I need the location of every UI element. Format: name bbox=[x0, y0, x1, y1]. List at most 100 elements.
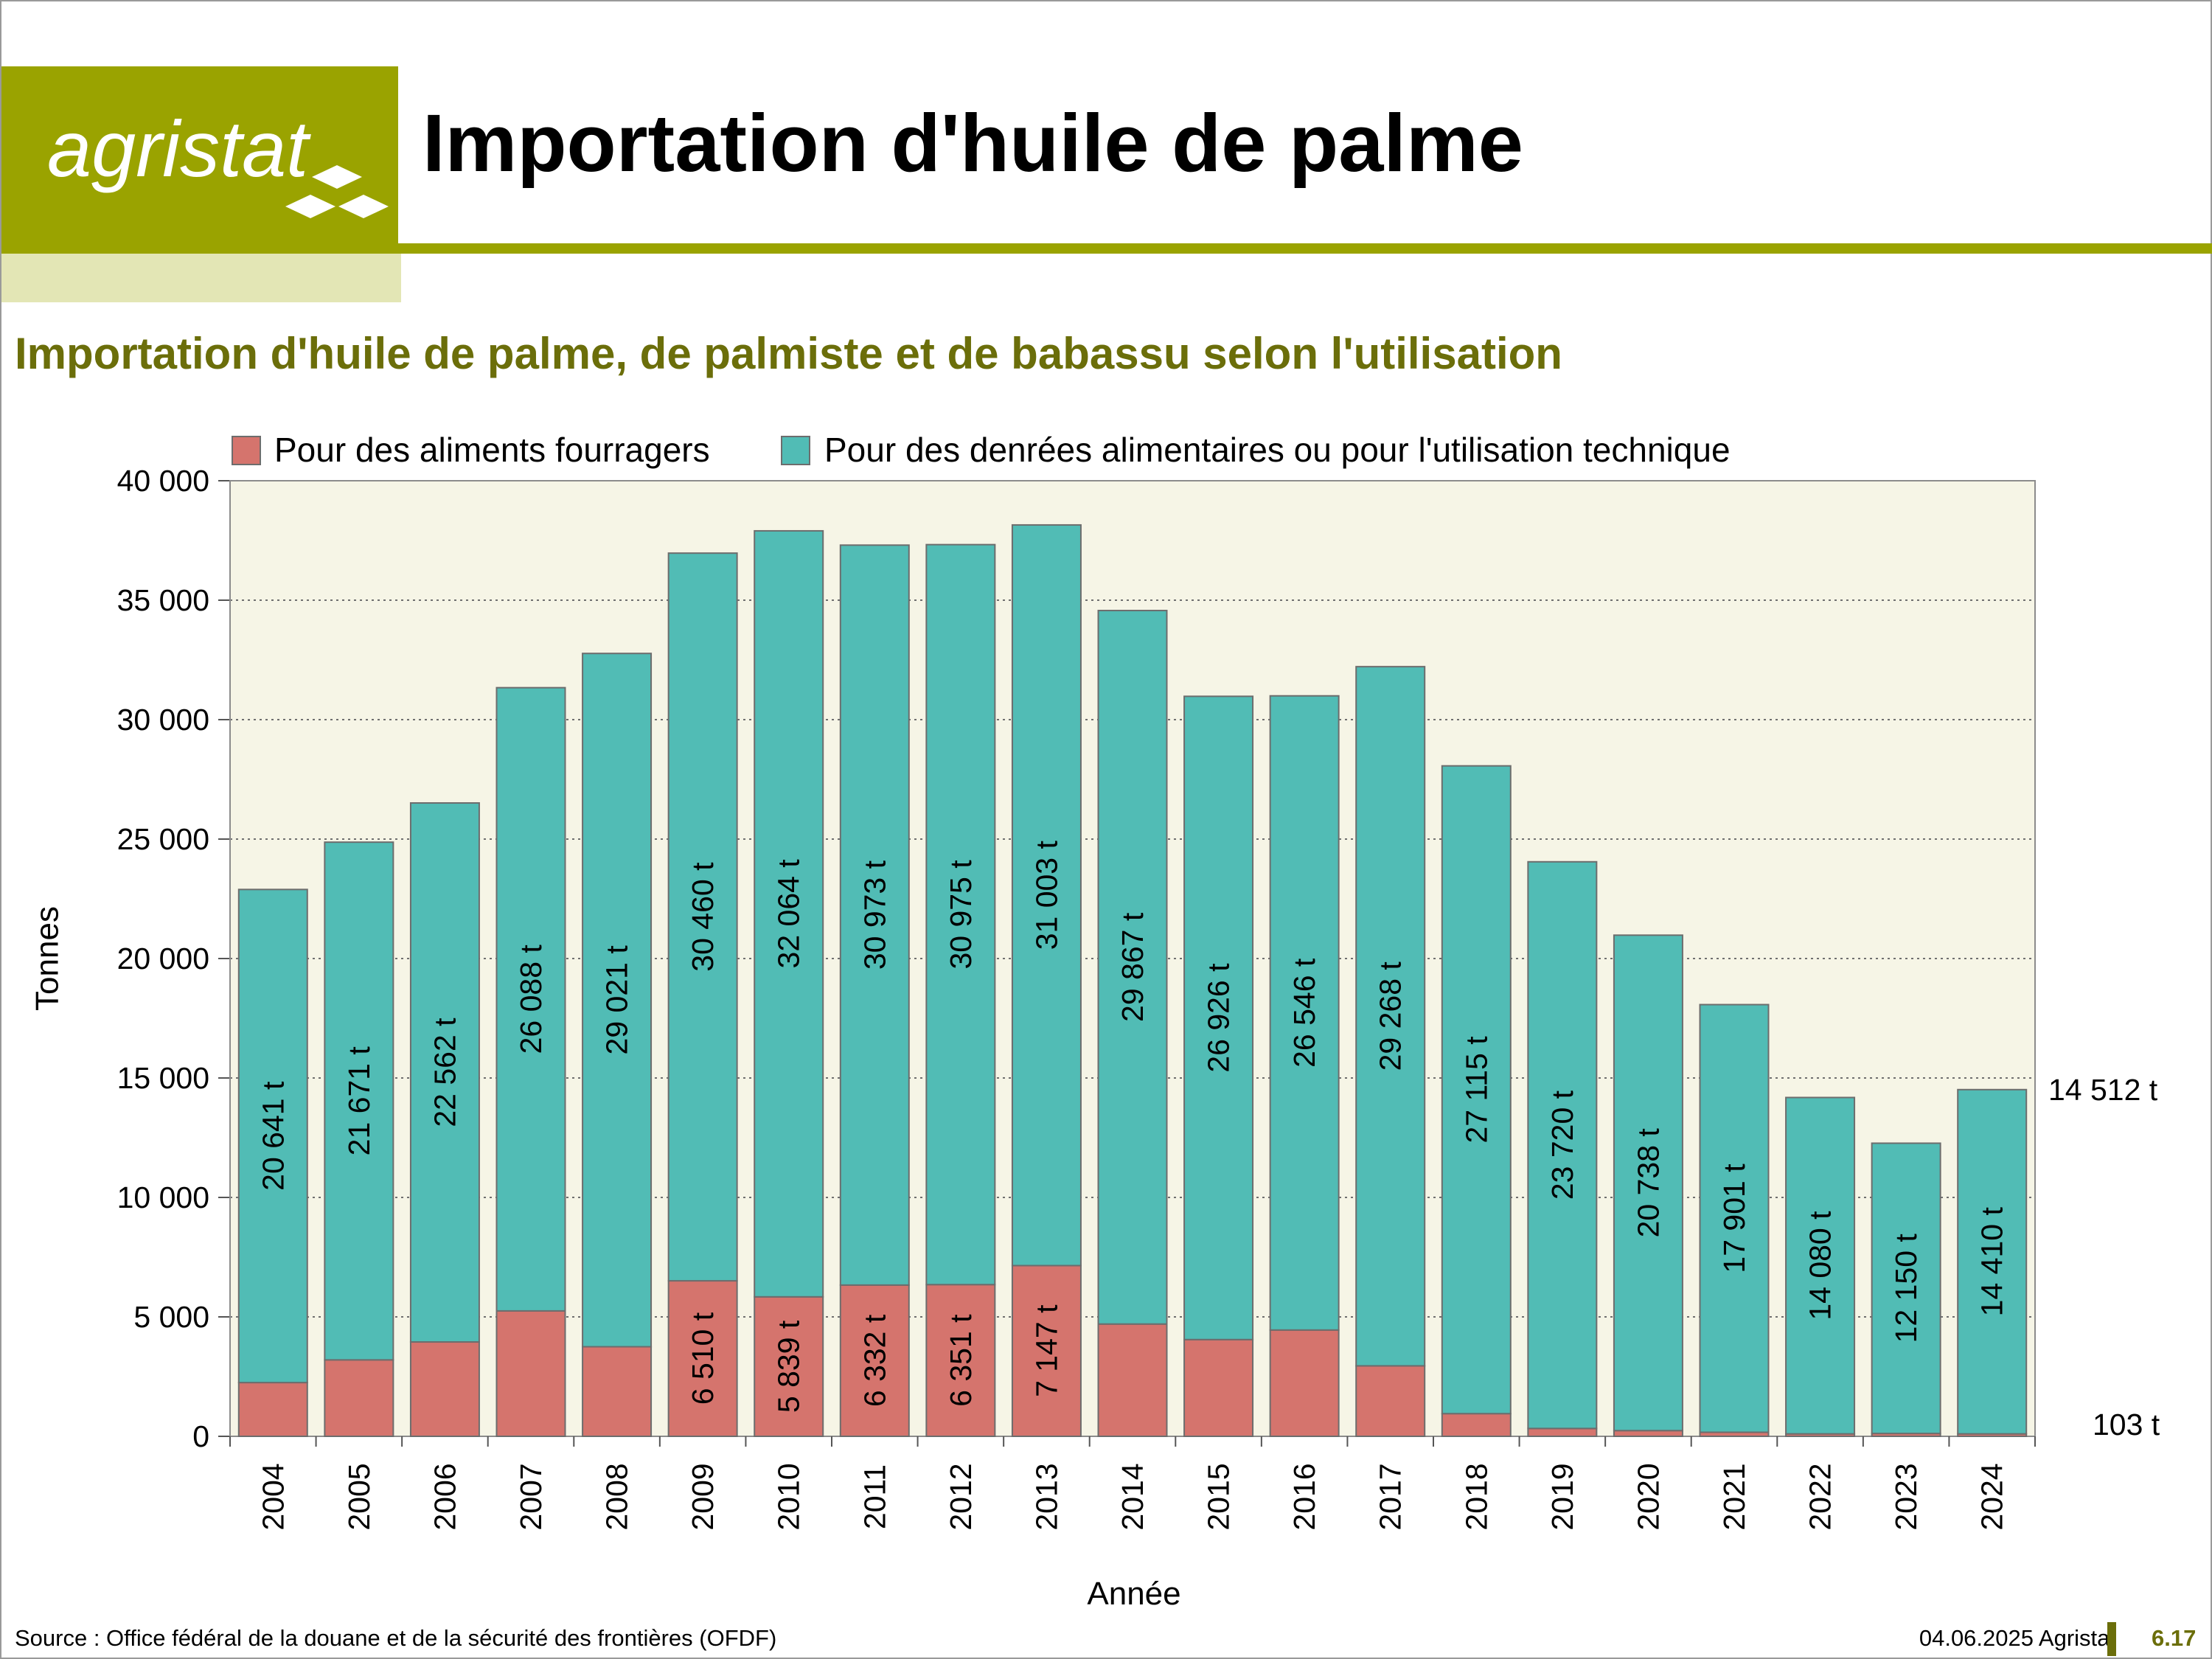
data-label-feed-2013: 7 147 t bbox=[1029, 1304, 1063, 1397]
x-tick-label-2005: 2005 bbox=[342, 1463, 376, 1530]
y-tick-label: 15 000 bbox=[117, 1061, 209, 1095]
x-axis-title: Année bbox=[1087, 1576, 1180, 1612]
data-label-food-2013: 31 003 t bbox=[1029, 840, 1063, 950]
x-tick-label-2007: 2007 bbox=[514, 1463, 548, 1530]
bar-feed-2004 bbox=[237, 1382, 308, 1437]
y-tick-label: 30 000 bbox=[117, 703, 209, 737]
bar-feed-2018 bbox=[1441, 1413, 1512, 1437]
data-label-feed-2010: 5 839 t bbox=[772, 1320, 806, 1413]
logo-band bbox=[1, 254, 401, 302]
data-label-food-2019: 23 720 t bbox=[1545, 1090, 1579, 1200]
x-tick-label-2023: 2023 bbox=[1889, 1463, 1923, 1530]
data-label-food-2010: 32 064 t bbox=[772, 859, 806, 969]
header-rule bbox=[398, 243, 2212, 254]
y-tick-label: 35 000 bbox=[117, 583, 209, 617]
bar-feed-2009 bbox=[667, 1280, 738, 1438]
x-tick-label-2018: 2018 bbox=[1459, 1463, 1493, 1530]
y-axis-title: Tonnes bbox=[29, 906, 66, 1011]
data-label-food-2006: 22 562 t bbox=[428, 1018, 462, 1127]
bar-feed-2015 bbox=[1183, 1338, 1254, 1438]
bar-food-2004 bbox=[237, 888, 308, 1384]
bar-food-2022 bbox=[1785, 1096, 1856, 1435]
data-label-food-2022: 14 080 t bbox=[1804, 1211, 1837, 1321]
x-tick-label-2014: 2014 bbox=[1116, 1463, 1150, 1530]
legend-label-feed: Pour des aliments fourragers bbox=[274, 431, 710, 469]
bar-feed-2008 bbox=[582, 1346, 653, 1437]
bar-food-2017 bbox=[1355, 666, 1426, 1367]
data-label-food-2007: 26 088 t bbox=[514, 945, 548, 1054]
data-label-food-2011: 30 973 t bbox=[858, 860, 891, 970]
x-tick-label-2019: 2019 bbox=[1545, 1463, 1579, 1530]
y-tick-label: 10 000 bbox=[117, 1180, 209, 1214]
data-label-food-2021: 17 901 t bbox=[1717, 1164, 1751, 1273]
annotation-total-2024: 14 512 t bbox=[2048, 1073, 2158, 1107]
bar-food-2023 bbox=[1871, 1142, 1941, 1435]
bar-food-2020 bbox=[1613, 934, 1683, 1432]
legend-label-food: Pour des denrées alimentaires ou pour l'… bbox=[824, 431, 1731, 469]
y-tick-label: 0 bbox=[192, 1419, 209, 1453]
bar-food-2016 bbox=[1269, 695, 1340, 1331]
x-tick-label-2024: 2024 bbox=[1975, 1463, 2009, 1530]
x-tick-label-2016: 2016 bbox=[1287, 1463, 1321, 1530]
agristat-logo: agristat bbox=[1, 66, 398, 254]
data-label-food-2015: 26 926 t bbox=[1202, 963, 1236, 1073]
chart-title: Importation d'huile de palme, de palmist… bbox=[15, 329, 1562, 378]
legend-swatch-feed bbox=[232, 436, 261, 465]
footer-date: 04.06.2025 Agristat bbox=[1919, 1625, 2116, 1651]
annotation-feed-2024: 103 t bbox=[2093, 1408, 2160, 1441]
x-tick-label-2006: 2006 bbox=[428, 1463, 462, 1530]
page-title: Importation d'huile de palme bbox=[422, 98, 1523, 189]
bar-food-2011 bbox=[839, 544, 910, 1286]
bar-food-2006 bbox=[409, 802, 480, 1343]
bar-food-2012 bbox=[925, 543, 996, 1286]
bar-food-2018 bbox=[1441, 765, 1512, 1415]
data-label-food-2016: 26 546 t bbox=[1287, 958, 1321, 1068]
bar-food-2014 bbox=[1097, 610, 1168, 1325]
footer-divider bbox=[2107, 1622, 2116, 1656]
data-label-food-2017: 29 268 t bbox=[1374, 961, 1408, 1071]
x-tick-label-2004: 2004 bbox=[256, 1463, 290, 1530]
y-tick-label: 25 000 bbox=[117, 822, 209, 856]
bar-feed-2006 bbox=[409, 1341, 480, 1438]
footer-page-number: 6.17 bbox=[2152, 1625, 2197, 1651]
footer-source: Source : Office fédéral de la douane et … bbox=[15, 1625, 777, 1651]
bar-food-2008 bbox=[582, 653, 653, 1348]
legend-swatch-food bbox=[781, 436, 810, 465]
data-label-food-2020: 20 738 t bbox=[1631, 1128, 1665, 1238]
logo-wordmark: agristat bbox=[47, 104, 309, 193]
bar-feed-2011 bbox=[839, 1284, 910, 1437]
data-label-feed-2012: 6 351 t bbox=[944, 1314, 978, 1407]
bar-feed-2007 bbox=[495, 1310, 566, 1438]
bar-feed-2019 bbox=[1527, 1427, 1598, 1437]
x-tick-label-2022: 2022 bbox=[1804, 1463, 1837, 1530]
y-tick-label: 5 000 bbox=[133, 1300, 209, 1334]
data-label-food-2008: 29 021 t bbox=[600, 945, 634, 1055]
data-label-food-2018: 27 115 t bbox=[1459, 1036, 1493, 1144]
data-label-food-2024: 14 410 t bbox=[1975, 1207, 2009, 1317]
x-tick-label-2017: 2017 bbox=[1374, 1463, 1408, 1530]
x-tick-label-2008: 2008 bbox=[600, 1463, 634, 1530]
logo-diamonds-icon bbox=[285, 165, 389, 218]
bar-feed-2016 bbox=[1269, 1329, 1340, 1437]
bar-food-2013 bbox=[1011, 524, 1082, 1267]
x-tick-label-2009: 2009 bbox=[686, 1463, 720, 1530]
bar-feed-2013 bbox=[1011, 1265, 1082, 1438]
data-label-food-2004: 20 641 t bbox=[256, 1081, 290, 1191]
data-label-food-2023: 12 150 t bbox=[1889, 1234, 1923, 1343]
data-label-food-2014: 29 867 t bbox=[1116, 912, 1150, 1022]
bar-food-2009 bbox=[667, 552, 738, 1282]
bar-food-2019 bbox=[1527, 860, 1598, 1430]
bar-feed-2014 bbox=[1097, 1323, 1168, 1437]
bar-feed-2017 bbox=[1355, 1365, 1426, 1438]
x-tick-label-2011: 2011 bbox=[858, 1464, 891, 1529]
data-label-food-2005: 21 671 t bbox=[342, 1046, 376, 1156]
bar-feed-2005 bbox=[324, 1359, 394, 1437]
bar-feed-2020 bbox=[1613, 1430, 1683, 1437]
bar-food-2021 bbox=[1699, 1004, 1770, 1433]
data-label-feed-2011: 6 332 t bbox=[858, 1314, 891, 1407]
data-label-feed-2009: 6 510 t bbox=[686, 1312, 720, 1405]
data-label-food-2009: 30 460 t bbox=[686, 862, 720, 972]
bar-food-2024 bbox=[1957, 1088, 2028, 1435]
